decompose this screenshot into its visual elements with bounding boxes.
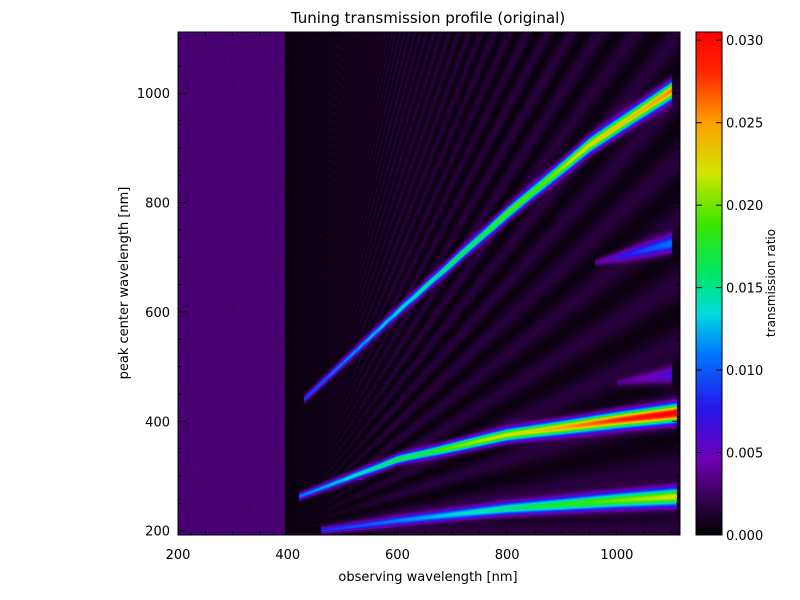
chart-title: Tuning transmission profile (original): [290, 9, 565, 27]
colorbar: 0.000 0.005 0.010 0.015 0.020 0.025 0.030 tran…: [696, 32, 778, 544]
colorbar-label: transmission ratio: [764, 229, 778, 337]
colorbar-tick-label: 0.015: [726, 282, 763, 297]
heatmap-plot-area: [178, 32, 680, 535]
x-tick-label: 200: [166, 548, 191, 563]
colorbar-tick-label: 0.030: [726, 34, 763, 49]
y-axis-label: peak center wavelength [nm]: [117, 187, 132, 380]
colorbar-tick-label: 0.000: [726, 529, 763, 544]
colorbar-tick-label: 0.005: [726, 447, 763, 462]
x-tick-label: 400: [275, 548, 300, 563]
y-tick-label: 800: [145, 197, 170, 212]
colorbar-tick-label: 0.020: [726, 199, 763, 214]
colorbar-gradient: [696, 32, 722, 535]
x-tick-label: 800: [495, 548, 520, 563]
y-tick-label: 400: [145, 415, 170, 430]
y-tick-label: 1000: [137, 87, 170, 102]
heatmap-image: [178, 32, 680, 535]
colorbar-tick-label: 0.010: [726, 364, 763, 379]
x-tick-label: 600: [385, 548, 410, 563]
y-tick-label: 600: [145, 306, 170, 321]
colorbar-tick-label: 0.025: [726, 117, 763, 132]
x-axis-label: observing wavelength [nm]: [338, 570, 517, 585]
x-tick-label: 1000: [600, 548, 633, 563]
y-tick-label: 200: [145, 525, 170, 540]
